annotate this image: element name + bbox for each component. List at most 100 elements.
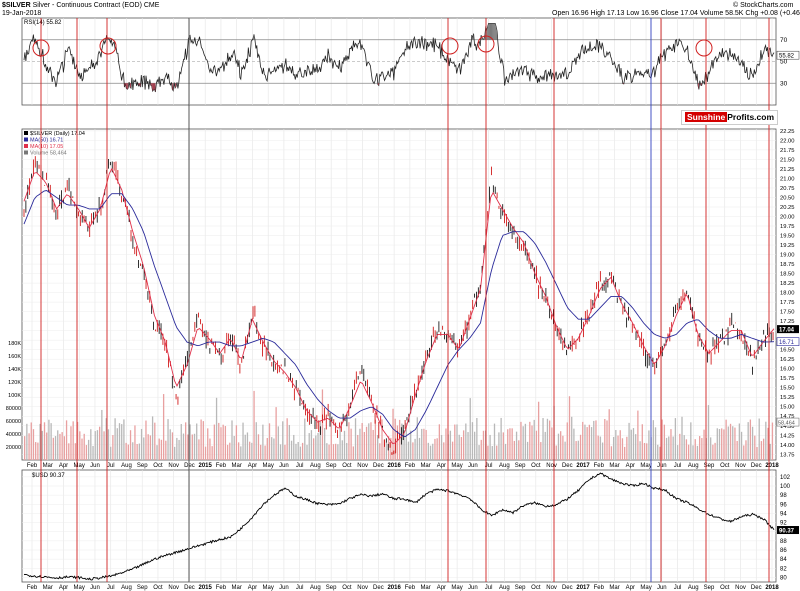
volume-bar [727, 426, 729, 460]
x-tick-label: Oct [342, 463, 352, 469]
volume-bar [275, 407, 277, 460]
volume-bar [732, 426, 734, 460]
ma10-line [23, 167, 775, 445]
usd-y-tick-label: 98 [780, 493, 787, 499]
volume-bar [321, 389, 324, 460]
volume-bar [182, 433, 185, 460]
volume-bar [140, 428, 143, 460]
volume-bar [760, 441, 763, 460]
volume-bar [200, 419, 202, 460]
volume-bar [544, 431, 546, 460]
volume-bar [361, 423, 363, 460]
volume-bar [590, 427, 593, 460]
rsi-oversold-fill [377, 83, 379, 86]
price-last-value-label: 17.04 [779, 328, 795, 334]
volume-bar [264, 445, 266, 460]
volume-y-tick-label: 40000 [6, 432, 21, 438]
x-tick-label: Dec [562, 463, 573, 469]
volume-bar [478, 445, 480, 460]
rsi-y-tick-label: 30 [780, 80, 788, 87]
x-tick-label: Feb [594, 585, 605, 591]
x-tick-label: Mar [420, 463, 430, 469]
price-y-tick-label: 19.00 [780, 253, 795, 259]
volume-bar [672, 436, 674, 460]
x-tick-label: Sep [704, 585, 715, 591]
price-legend-swatch [24, 137, 28, 142]
rsi-y-tick-label: 70 [780, 37, 788, 44]
volume-y-tick-label: 120K [8, 380, 21, 386]
x-tick-label: Aug [310, 463, 321, 469]
x-tick-label: Feb [27, 585, 38, 591]
volume-bar [257, 434, 260, 460]
price-y-tick-label: 19.75 [780, 224, 795, 230]
price-y-tick-label: 21.25 [780, 167, 795, 173]
volume-bar [432, 443, 434, 460]
volume-bar [204, 446, 207, 460]
volume-last-value-label: 58,464 [778, 421, 795, 427]
volume-bar [399, 419, 401, 460]
volume-bar [341, 440, 343, 460]
price-legend-entry: MA(50) 16.71 [30, 138, 63, 144]
volume-bar [156, 445, 158, 460]
volume-bar [160, 439, 163, 460]
x-tick-label: 2018 [765, 463, 779, 469]
x-tick-label: 2015 [199, 463, 213, 469]
volume-bar [615, 430, 617, 460]
volume-bar [749, 419, 752, 460]
rsi-last-value-label: 55.82 [779, 54, 795, 60]
price-legend-entry: $SILVER (Daily) 17.04 [30, 131, 85, 137]
volume-bar [423, 428, 425, 460]
volume-bar [65, 420, 68, 460]
rsi-oversold-fill [130, 83, 132, 89]
x-tick-label: Nov [168, 585, 179, 591]
chart-title: $SILVER Silver - Continuous Contract (EO… [2, 2, 159, 10]
sunshine-profits-logo: Sunshine Profits.com [681, 110, 779, 125]
volume-bar [542, 418, 544, 460]
x-tick-label: Aug [499, 585, 510, 591]
price-y-tick-label: 18.75 [780, 262, 795, 268]
volume-bar [112, 435, 114, 460]
description-label: Silver - Continuous Contract (EOD) CME [32, 2, 160, 9]
price-y-tick-label: 18.00 [780, 291, 795, 297]
volume-bar [663, 424, 666, 460]
volume-bar [654, 427, 657, 460]
volume-bar [83, 433, 85, 460]
volume-bar [454, 424, 456, 460]
volume-bar [392, 408, 394, 460]
volume-bar [282, 421, 284, 460]
volume-bar [721, 428, 723, 460]
volume-bar [577, 440, 579, 460]
volume-bar [427, 442, 429, 460]
chart-date: 19-Jan-2018 [2, 10, 42, 17]
volume-bar [96, 430, 99, 460]
volume-bar [745, 440, 747, 460]
volume-bar [85, 445, 88, 460]
x-tick-label: Nov [546, 463, 557, 469]
volume-bar [690, 422, 692, 460]
volume-bar [304, 418, 306, 460]
volume-bar [136, 444, 138, 460]
volume-bar [59, 433, 61, 460]
volume-bar [26, 423, 28, 460]
volume-bar [443, 442, 445, 460]
x-tick-label: Nov [735, 463, 746, 469]
x-tick-label: Oct [153, 585, 163, 591]
rsi-oversold-fill [127, 83, 129, 90]
volume-bar [354, 418, 357, 460]
volume-bar [107, 429, 110, 460]
volume-bar [410, 430, 412, 460]
volume-bar [621, 438, 624, 460]
volume-bar [123, 419, 125, 460]
usd-y-tick-label: 92 [780, 521, 787, 527]
volume-bar [277, 426, 279, 460]
volume-bar [465, 423, 467, 460]
volume-bar [747, 422, 749, 460]
rsi-oversold-fill [124, 83, 126, 88]
x-tick-label: Feb [594, 463, 605, 469]
x-tick-label: May [640, 463, 651, 469]
volume-bar [601, 442, 604, 460]
volume-bar [474, 431, 476, 460]
x-tick-label: Jul [296, 585, 304, 591]
x-tick-label: Mar [43, 463, 53, 469]
volume-bar [524, 423, 527, 460]
